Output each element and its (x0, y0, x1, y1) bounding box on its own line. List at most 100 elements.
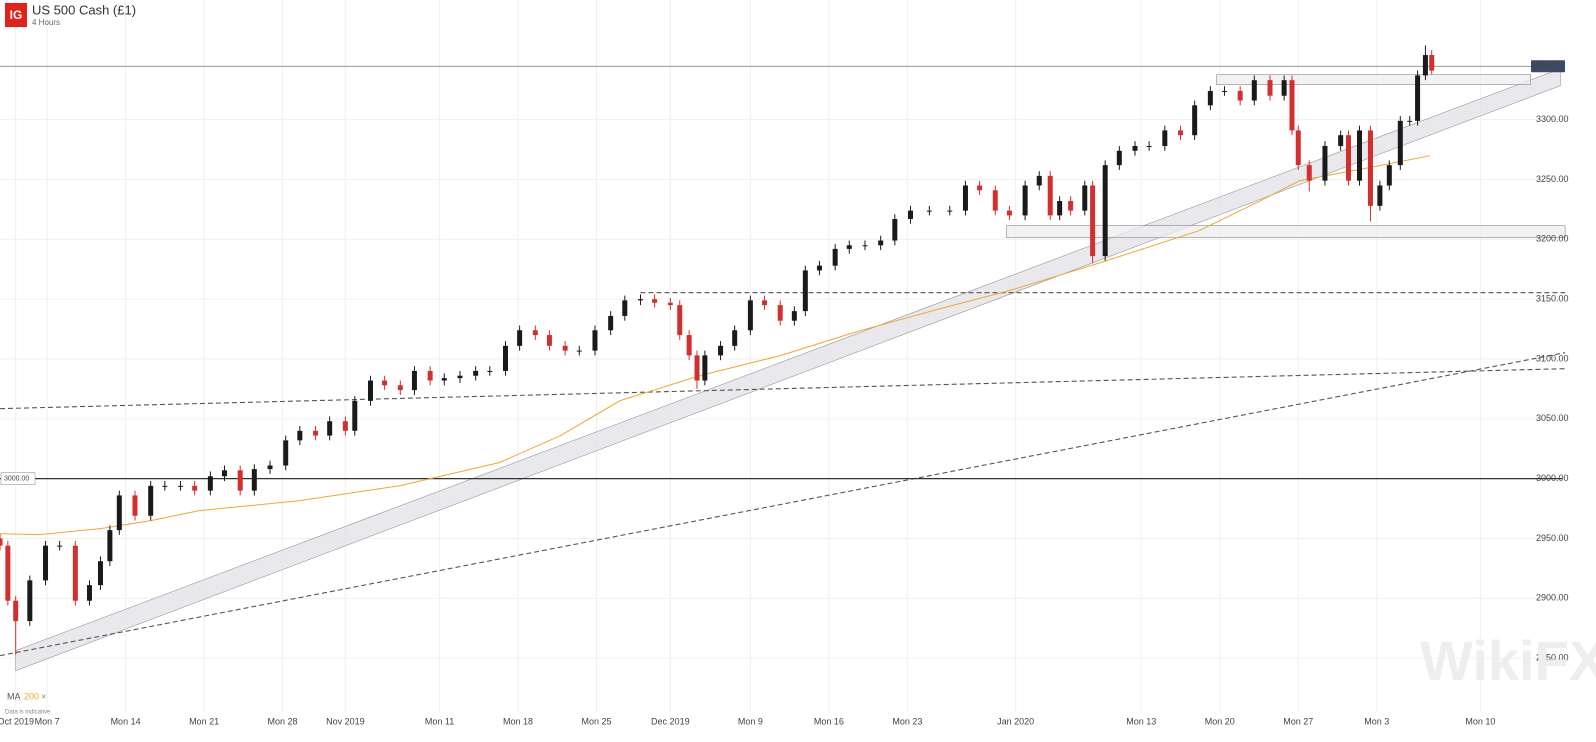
candle-body (367, 380, 373, 401)
candle-body (237, 470, 243, 491)
y-tick-label: 3150.00 (1536, 294, 1569, 304)
candle-body (777, 305, 783, 321)
candle-body (1346, 135, 1352, 181)
candle-body (532, 330, 538, 336)
candle-body (1251, 80, 1257, 101)
candle-body (992, 190, 998, 211)
candle-body (441, 378, 447, 381)
candle-body (1407, 120, 1413, 122)
candle-body (862, 245, 868, 247)
candle-body (802, 270, 808, 312)
x-tick-label: Mon 11 (425, 716, 454, 726)
subtitle: 4 Hours (32, 18, 60, 27)
candle-body (762, 300, 768, 306)
candle-body (694, 355, 700, 381)
y-tick-label: 3050.00 (1536, 413, 1569, 423)
candle-body (251, 469, 257, 491)
x-tick-label: Mon 25 (582, 716, 612, 726)
candle-body (1306, 165, 1312, 181)
y-tick-label: 3300.00 (1536, 114, 1569, 124)
candle-body (57, 545, 63, 547)
candle-body (652, 299, 658, 303)
candle-body (576, 350, 582, 352)
candle-body (1036, 175, 1042, 186)
x-tick-label: Mon 14 (111, 716, 141, 726)
candle-body (816, 265, 822, 271)
legend-close[interactable]: × (41, 691, 46, 701)
candle-body (546, 335, 552, 346)
candle-body (1192, 105, 1198, 136)
y-tick-label: 2850.00 (1536, 653, 1569, 663)
candle-body (342, 421, 348, 431)
candle-body (382, 380, 388, 386)
candle-body (116, 495, 122, 531)
x-tick-label: Mon 18 (503, 716, 533, 726)
candle-body (977, 185, 983, 191)
candle-body (1178, 130, 1184, 136)
candle-body (178, 485, 184, 487)
candle-body (878, 240, 884, 246)
candle-body (487, 370, 493, 372)
candle-body (1207, 90, 1213, 106)
candle-body (13, 600, 19, 622)
last-price-tag (1531, 60, 1565, 73)
candle-body (1146, 145, 1152, 147)
candle-body (1090, 185, 1096, 257)
candle-body (267, 465, 273, 470)
candle-body (1281, 80, 1287, 96)
trend-line (0, 368, 1566, 410)
candle-body (502, 345, 508, 371)
candle-body (947, 210, 953, 212)
axis-labels: 2850.00 2900.00 2950.00 3000.00 3050.00 3100.… (0, 60, 1569, 726)
candle-body (1022, 185, 1028, 216)
candle-body (747, 300, 753, 331)
trend-line (0, 352, 1566, 657)
candle-body (297, 430, 303, 441)
candle-body (622, 300, 628, 316)
candle-body (327, 421, 333, 436)
candle-body (72, 545, 78, 601)
x-tick-label: Mon 13 (1126, 716, 1156, 726)
candle-body (608, 315, 614, 331)
candle-body (1132, 145, 1138, 151)
candle-body (283, 440, 289, 466)
candle-body (892, 218, 898, 241)
candle-body (221, 470, 227, 477)
x-tick-label: Oct 2019 (0, 716, 34, 726)
candle-body (0, 538, 3, 546)
y-tick-label: 3100.00 (1536, 353, 1569, 363)
candle-body (1068, 201, 1074, 211)
candle-body (397, 385, 403, 391)
candle-body (1006, 210, 1012, 216)
x-tick-label: Mon 28 (268, 716, 298, 726)
candle-body (1102, 165, 1108, 257)
candle-body (427, 370, 433, 381)
candles (0, 45, 1435, 655)
x-tick-label: Nov 2019 (326, 716, 365, 726)
candle-body (637, 299, 643, 301)
x-tick-label: Mon 20 (1205, 716, 1235, 726)
candle-body (107, 530, 113, 562)
note: Data is indicative (5, 710, 51, 716)
candle-body (473, 370, 479, 376)
candle-body (86, 585, 92, 601)
y-tick-label: 2900.00 (1536, 593, 1569, 603)
candle-body (1237, 90, 1243, 101)
candle-body (192, 485, 198, 491)
candle-body (1377, 185, 1383, 206)
candle-body (1289, 80, 1295, 131)
candle-body (1367, 130, 1373, 206)
zone (1216, 74, 1531, 85)
candle-body (1047, 175, 1053, 216)
watermark: WikiFX (1420, 629, 1596, 692)
y-tick-label: 3000.00 (1536, 473, 1569, 483)
x-tick-label: Mon 10 (1465, 716, 1495, 726)
x-tick-label: Mon 27 (1283, 716, 1313, 726)
x-tick-label: Mon 7 (35, 716, 60, 726)
candle-body (313, 430, 319, 436)
x-tick-label: Jan 2020 (997, 716, 1034, 726)
legend-ma: MA (7, 691, 21, 701)
level-tag (0, 472, 36, 485)
candle-body (132, 495, 138, 516)
